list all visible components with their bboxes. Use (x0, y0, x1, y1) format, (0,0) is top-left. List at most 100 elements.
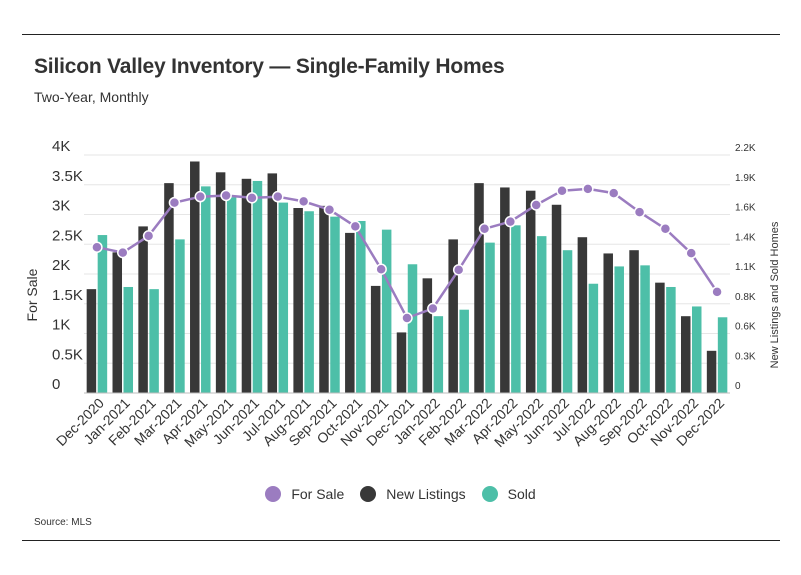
bar-new-listings (345, 232, 355, 393)
source-note: Source: MLS (34, 517, 92, 528)
point-for-sale (478, 223, 491, 235)
bar-new-listings (500, 187, 510, 393)
y-tick-label: 4K (52, 138, 70, 155)
bar-new-listings (422, 278, 433, 393)
y2-tick-label: 0 (735, 381, 741, 392)
bar-sold (666, 286, 676, 393)
point-for-sale (142, 230, 155, 242)
bar-new-listings (680, 316, 691, 393)
point-for-sale (220, 189, 232, 202)
y-axis-title: For Sale (24, 268, 40, 321)
bar-sold (252, 180, 263, 393)
bar-new-listings (215, 172, 226, 393)
bar-sold (717, 317, 728, 393)
chart-plot: 0 0.5K 1K 1.5K 2K 2.5K 3K 3.5K 4K 0 0.3K 0.6K 0.8K 1.… (24, 138, 781, 450)
point-for-sale (556, 184, 568, 197)
bar-new-listings (706, 350, 717, 393)
bar-sold (459, 309, 469, 393)
bar-new-listings (448, 239, 458, 393)
y2-tick-label: 1.9K (735, 173, 756, 184)
y-tick-label: 2K (52, 257, 70, 274)
point-for-sale (246, 192, 258, 204)
y2-axis-title: New Listings and Sold Homes (769, 221, 781, 368)
point-for-sale (711, 286, 723, 298)
bar-sold (356, 220, 366, 393)
point-for-sale (375, 263, 387, 275)
bar-sold (97, 235, 108, 393)
y-tick-label: 3K (52, 198, 70, 215)
bar-sold (304, 211, 314, 393)
bar-new-listings (629, 250, 639, 393)
point-for-sale (452, 264, 465, 276)
bar-new-listings (370, 285, 381, 393)
point-for-sale (323, 203, 336, 216)
bar-sold (536, 236, 547, 393)
bar-sold (691, 306, 702, 393)
bar-new-listings (138, 226, 148, 393)
bar-new-listings (474, 183, 484, 393)
y-tick-label: 0 (52, 376, 60, 393)
legend: For Sale New Listings Sold (0, 486, 801, 502)
bar-sold (226, 197, 237, 393)
point-for-sale (349, 220, 362, 233)
y2-tick-label: 0.8K (735, 292, 756, 303)
bar-sold (123, 286, 134, 393)
point-for-sale (427, 302, 439, 315)
line-for-sale (96, 187, 719, 320)
chart-title: Silicon Valley Inventory — Single-Family… (34, 55, 505, 78)
bar-sold (407, 264, 418, 393)
point-for-sale (272, 190, 284, 203)
legend-swatch-new-listings (360, 486, 377, 502)
bar-sold (381, 229, 392, 393)
legend-label-new-listings: New Listings (386, 486, 466, 502)
bar-new-listings (293, 208, 303, 393)
bar-sold (562, 250, 573, 393)
legend-swatch-sold (481, 486, 498, 502)
bar-new-listings (267, 173, 278, 393)
bar-new-listings (241, 178, 252, 393)
bar-new-listings (86, 289, 97, 393)
bar-new-listings (164, 183, 174, 393)
y-tick-label: 1K (52, 317, 70, 334)
legend-label-for-sale: For Sale (291, 486, 345, 502)
point-for-sale (91, 241, 103, 253)
y2-tick-label: 1.4K (735, 232, 756, 243)
legend-label-sold: Sold (507, 486, 536, 502)
bar-sold (614, 266, 624, 393)
y2-tick-label: 2.2K (735, 143, 756, 154)
point-for-sale (607, 187, 620, 199)
bar-sold (175, 239, 185, 393)
bar-sold (433, 316, 444, 393)
bar-new-listings (603, 253, 613, 393)
point-for-sale (297, 195, 310, 208)
y-tick-label: 0.5K (52, 346, 83, 363)
y-tick-label: 2.5K (52, 227, 83, 244)
bar-sold (278, 202, 289, 393)
y-tick-label: 1.5K (52, 287, 83, 304)
point-for-sale (401, 312, 413, 324)
y2-tick-label: 1.6K (735, 203, 756, 214)
bar-sold (201, 186, 211, 393)
bar-sold (588, 283, 599, 393)
bar-new-listings (112, 252, 123, 393)
chart-subtitle: Two-Year, Monthly (34, 89, 149, 105)
point-for-sale (659, 223, 672, 235)
bar-new-listings (190, 161, 200, 393)
bar-sold (149, 289, 159, 393)
top-rule (22, 34, 780, 35)
y2-tick-label: 0.6K (735, 322, 756, 333)
bar-sold (640, 265, 650, 393)
bar-sold (330, 216, 340, 393)
bar-new-listings (319, 205, 329, 393)
point-for-sale (194, 190, 207, 203)
bottom-rule (22, 540, 780, 541)
bar-sold (485, 242, 495, 393)
legend-item-new-listings: New Listings (360, 486, 466, 502)
bar-new-listings (655, 282, 665, 393)
point-for-sale (504, 215, 517, 228)
legend-item-sold: Sold (481, 486, 536, 502)
legend-item-for-sale: For Sale (265, 486, 344, 502)
legend-swatch-for-sale (265, 486, 282, 502)
point-for-sale (530, 199, 542, 211)
point-for-sale (685, 247, 697, 259)
